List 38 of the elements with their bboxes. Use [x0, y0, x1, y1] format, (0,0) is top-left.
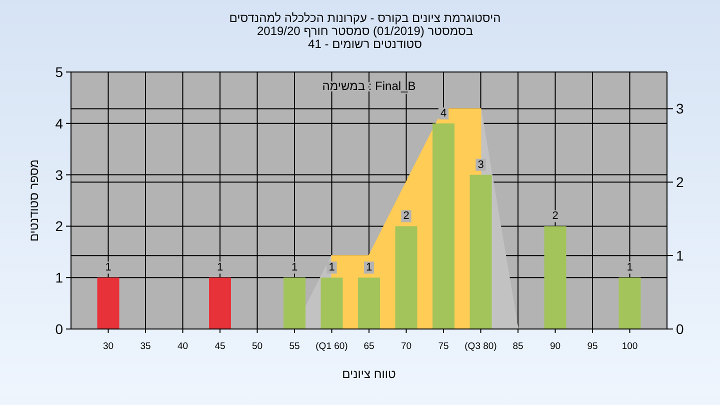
y2-tick-label: 1 — [676, 248, 684, 264]
x-tick-label: 55 — [289, 341, 300, 352]
x-tick-label: 100 — [622, 341, 638, 352]
x-tick-label: 90 — [550, 341, 561, 352]
y-tick-label: 3 — [55, 166, 64, 183]
y-tick-label: 4 — [55, 115, 64, 132]
x-tick-label: 85 — [512, 341, 524, 352]
data-label: 1 — [328, 262, 335, 274]
y-tick-label: 1 — [55, 270, 64, 286]
x-tick-label: 40 — [177, 341, 188, 352]
data-label: 3 — [478, 158, 484, 171]
x-tick-label: 35 — [140, 341, 151, 352]
x-tick-label: 95 — [587, 341, 598, 352]
y2-tick-label: 2 — [676, 174, 684, 190]
y-tick-label: 2 — [55, 218, 64, 234]
x-axis-title: טווח ציונים — [342, 367, 396, 381]
x-tick-label: 65 — [364, 341, 374, 352]
y2-tick-label: 3 — [676, 100, 684, 117]
y2-tick-label: 0 — [676, 321, 684, 337]
y-axis-title: מספר סטודנטים — [27, 159, 41, 242]
x-tick-label: (Q3 80) — [464, 341, 497, 352]
data-label: 1 — [366, 262, 372, 274]
data-label: 1 — [216, 262, 224, 274]
y-tick-label: 0 — [55, 321, 64, 337]
data-label: 2 — [552, 210, 558, 222]
data-label: 2 — [403, 210, 410, 222]
data-label: 1 — [105, 262, 112, 274]
x-tick-label: (Q1 60) — [316, 341, 348, 352]
x-tick-label: 45 — [214, 341, 226, 352]
chart-title: היסטוגרמת ציונים בקורס - עקרונות הכלכלה למהנדסים בסמסטר (01/2019) סמסטר חורף 2019/20 סטודנטים רשומים - 41 — [229, 11, 501, 51]
data-label: 4 — [440, 107, 447, 120]
data-label: 1 — [291, 262, 298, 274]
x-tick-label: 30 — [102, 341, 114, 352]
x-tick-label: 50 — [252, 341, 263, 352]
data-label: 1 — [626, 262, 633, 274]
x-tick-label: 70 — [400, 341, 412, 352]
y-tick-label: 5 — [55, 64, 64, 80]
x-tick-label: 75 — [438, 341, 449, 352]
